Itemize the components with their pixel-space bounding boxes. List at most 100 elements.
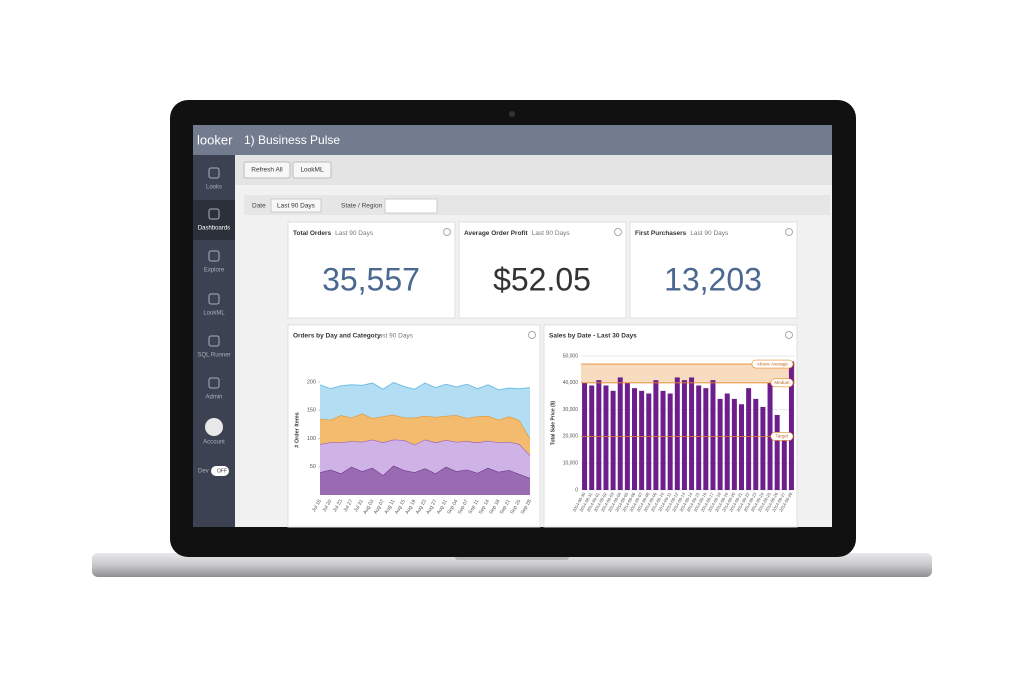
bar	[774, 414, 780, 490]
bar	[710, 380, 716, 490]
tile-value: 35,557	[322, 261, 420, 297]
bar	[589, 385, 595, 490]
button[interactable]	[243, 161, 291, 179]
tile-title: Average Order Profit Last 90 Days	[464, 230, 570, 237]
reference-label: Median	[774, 380, 790, 385]
bar	[696, 385, 702, 490]
dev-toggle[interactable]	[211, 466, 229, 476]
reference-tag	[770, 432, 794, 441]
settings-icon[interactable]	[785, 228, 793, 236]
nav-icon[interactable]	[208, 335, 220, 347]
nav-item[interactable]: Admin	[205, 395, 222, 401]
card	[287, 221, 456, 319]
tile-period: Last 90 Days	[532, 230, 571, 237]
settings-icon[interactable]	[785, 331, 793, 339]
tile-value: $52.05	[493, 261, 591, 297]
y-axis-label: # Order Items	[294, 412, 300, 447]
top-bar	[193, 125, 832, 155]
chart-title: Orders by Day and Category	[293, 333, 381, 340]
avatar[interactable]	[205, 418, 223, 436]
filter-value[interactable]: Last 90 Days	[277, 203, 316, 210]
bar	[703, 388, 709, 490]
y-tick-label: 0	[575, 487, 578, 493]
card	[629, 221, 798, 319]
x-tick-label: Jul 31	[353, 498, 365, 513]
tile-title: First Purchasers Last 90 Days	[635, 230, 729, 237]
dev-label: Dev	[198, 469, 209, 475]
button[interactable]	[292, 161, 332, 179]
card	[458, 221, 627, 319]
y-tick-label: 100	[307, 436, 316, 442]
filter-bar	[244, 195, 830, 215]
nav-item[interactable]: LookML	[203, 311, 225, 317]
reference-tag	[770, 378, 794, 388]
bar	[674, 377, 680, 490]
nav-icon[interactable]	[208, 167, 220, 179]
settings-icon[interactable]	[443, 228, 451, 236]
bar	[681, 380, 687, 490]
chart-period: Last 90 Days	[375, 333, 414, 340]
filter-label: Date	[252, 203, 266, 210]
bar	[739, 404, 744, 490]
y-tick-label: 150	[307, 408, 316, 414]
reference-label: Above Average	[757, 361, 789, 366]
dev-toggle-label: OFF	[217, 468, 227, 474]
y-tick-label: 30,000	[563, 407, 579, 413]
bar	[653, 380, 659, 490]
area	[320, 413, 530, 456]
chart-title: Sales by Date - Last 30 Days	[549, 333, 637, 340]
button-label[interactable]: LookML	[300, 167, 324, 174]
reference-label: Target	[776, 434, 789, 439]
nav-icon[interactable]	[208, 250, 220, 262]
nav-item[interactable]: Explore	[204, 268, 225, 274]
x-tick-label: Jul 27	[343, 498, 355, 513]
nav-item[interactable]: Dashboards	[198, 226, 230, 232]
y-tick-label: 10,000	[563, 461, 579, 467]
reference-band	[581, 364, 795, 383]
x-tick-label: Jul 20	[322, 498, 334, 513]
button-label[interactable]: Refresh All	[251, 167, 283, 174]
tile-title: Total Orders Last 90 Days	[293, 230, 374, 237]
filter-chip[interactable]	[270, 198, 322, 213]
bar	[617, 377, 623, 490]
bar	[717, 398, 723, 490]
y-tick-label: 40,000	[563, 380, 579, 386]
nav-item[interactable]: Account	[203, 440, 225, 446]
nav-icon[interactable]	[208, 208, 220, 220]
bar	[781, 439, 787, 490]
bar	[788, 361, 794, 490]
area	[320, 439, 530, 479]
bar	[632, 388, 637, 490]
bar	[731, 398, 737, 490]
nav-icon[interactable]	[208, 377, 220, 389]
nav-active	[193, 200, 235, 240]
bar	[760, 406, 766, 490]
tile-period: Last 90 Days	[690, 230, 729, 237]
bar	[689, 377, 695, 490]
bar	[667, 393, 673, 490]
y-tick-label: 50,000	[563, 353, 579, 359]
x-tick-label: Jul 16	[311, 498, 323, 513]
filter-input[interactable]	[384, 198, 438, 214]
bar	[646, 393, 652, 490]
nav-item[interactable]: SQL Runner	[197, 353, 230, 359]
bar	[603, 385, 609, 490]
nav-icon[interactable]	[208, 293, 220, 305]
bar	[724, 393, 730, 490]
filter-label: State / Region	[341, 203, 383, 210]
tile-value: 13,203	[664, 261, 762, 297]
bar	[639, 390, 645, 490]
dashboard-title: 1) Business Pulse	[244, 133, 340, 147]
x-tick-label: Jul 23	[332, 498, 344, 513]
area-line	[319, 381, 531, 391]
laptop-base	[92, 553, 932, 577]
logo: looker	[197, 132, 233, 147]
nav-item[interactable]: Looks	[206, 185, 222, 191]
y-tick-label: 50	[310, 464, 316, 470]
settings-icon[interactable]	[528, 331, 536, 339]
tile-title-text: First Purchasers	[635, 230, 687, 237]
bar	[596, 380, 602, 490]
settings-icon[interactable]	[614, 228, 622, 236]
y-tick-label: 200	[307, 379, 316, 385]
